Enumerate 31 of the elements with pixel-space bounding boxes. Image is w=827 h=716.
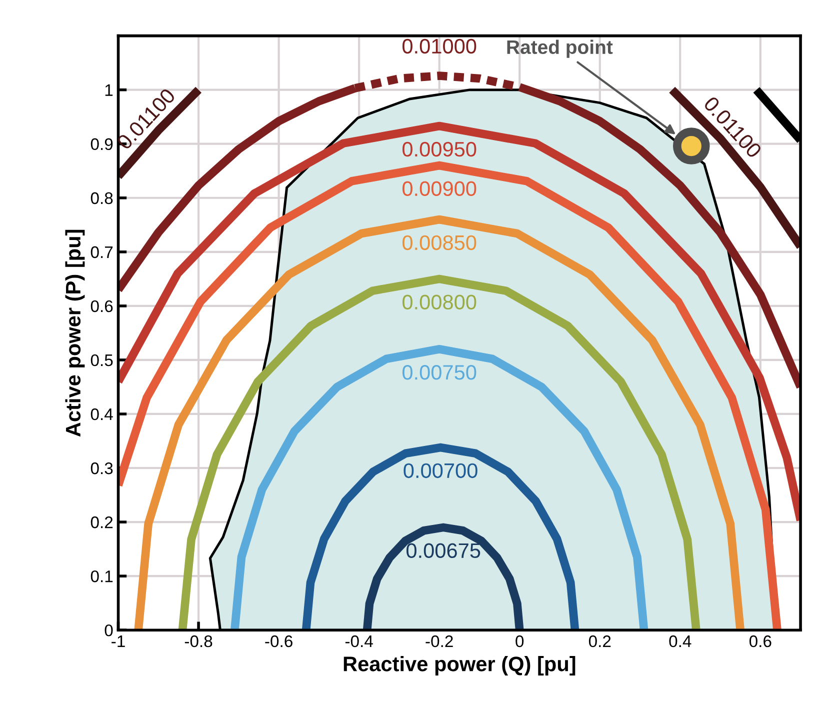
y-tick-label: 0.4 [90, 408, 113, 420]
y-tick-label: 0.1 [90, 570, 113, 582]
x-tick-label: -1 [112, 636, 125, 648]
x-axis-title: Reactive power (Q) [pu] [344, 656, 576, 676]
x-tick-label: 0.6 [749, 635, 772, 648]
y-tick-label: 0.9 [90, 138, 113, 150]
y-tick-label: 0.2 [90, 516, 113, 528]
x-tick-label: -0.2 [426, 635, 453, 648]
series-label: 0.00800 [402, 294, 476, 310]
series-label: 0.00700 [404, 463, 478, 478]
series-label: 0.00750 [402, 364, 476, 380]
text: Rated point [507, 40, 613, 58]
series-label: 0.00900 [402, 181, 476, 196]
x-tick-label: -0.4 [345, 635, 373, 648]
series-label: 0.00675 [406, 543, 480, 558]
y-axis-title: Active power (P) [pu] [65, 230, 85, 437]
series-label: 0.01000 [402, 38, 476, 54]
series-label: 0.00950 [402, 142, 476, 157]
y-tick-label: 0.6 [90, 300, 113, 312]
x-tick-label: -0.8 [184, 635, 212, 648]
y-tick-label: 0.7 [90, 246, 113, 258]
y-tick-label: 0.3 [90, 462, 113, 474]
x-tick-label: 0.4 [669, 635, 692, 648]
y-tick-label: 0.8 [90, 192, 113, 204]
x-tick-label: 0 [516, 635, 524, 648]
x-tick-label: 0.2 [588, 635, 611, 648]
x-tick-label: -0.6 [265, 635, 292, 648]
series-label: 0.00850 [402, 235, 476, 250]
y-tick-label: 1 [105, 84, 113, 96]
y-tick-label: 0 [104, 624, 113, 636]
y-tick-label: 0.5 [90, 354, 113, 366]
